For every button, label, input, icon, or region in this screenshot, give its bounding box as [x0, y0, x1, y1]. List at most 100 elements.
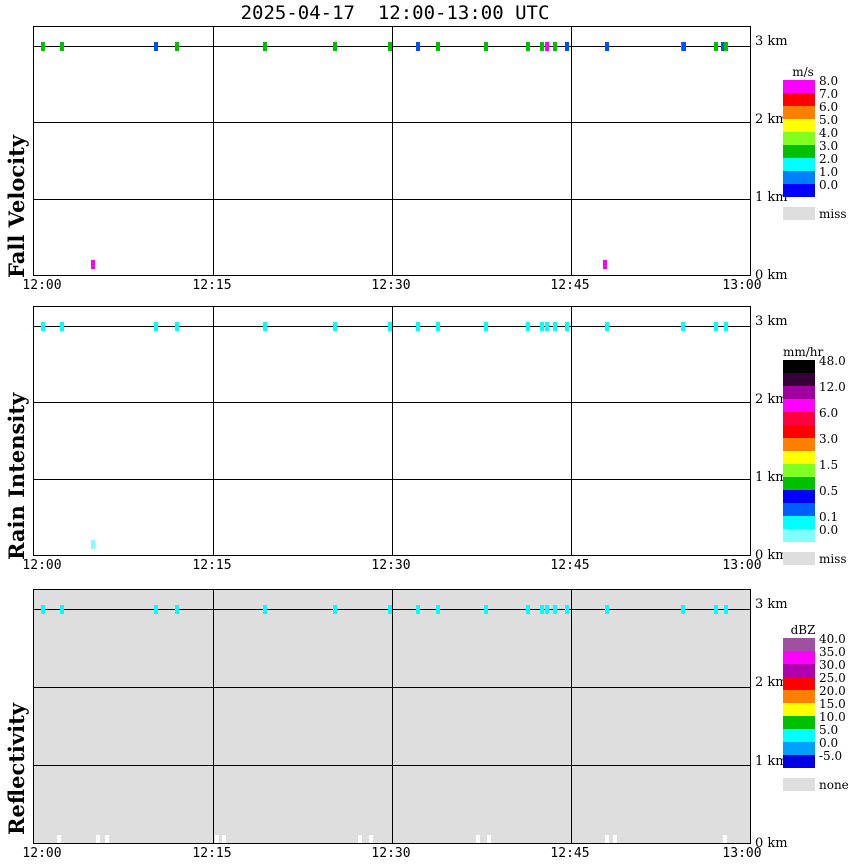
plot-area-reflectivity[interactable]	[33, 589, 751, 844]
panel-label-fall-velocity: Fall Velocity	[4, 134, 29, 278]
colorbar-tick-label: 0.0	[819, 736, 839, 750]
data-mark	[476, 835, 480, 843]
data-mark	[565, 42, 569, 51]
colorbar-cell	[783, 373, 815, 386]
xtick-panel0-0: 12:00	[22, 278, 62, 293]
colorbar-cell	[783, 145, 815, 158]
gridline-vertical	[571, 307, 572, 555]
data-mark	[605, 835, 609, 843]
xtick-panel0-2: 12:30	[371, 278, 411, 293]
data-mark	[526, 42, 530, 51]
data-mark	[723, 835, 727, 843]
data-mark	[540, 42, 544, 51]
data-mark	[565, 605, 569, 614]
data-mark	[714, 322, 718, 331]
colorbar-cell	[783, 729, 815, 742]
colorbar-cell	[783, 742, 815, 755]
data-mark	[91, 260, 95, 269]
data-mark	[222, 835, 226, 843]
data-mark	[545, 42, 549, 51]
ytick-0km-panel2: 0 km	[755, 836, 788, 851]
data-mark	[553, 322, 557, 331]
colorbar-missing-swatch	[783, 552, 815, 565]
gridline-vertical	[213, 590, 214, 843]
colorbar-strip-reflectivity	[783, 638, 815, 768]
data-mark	[526, 322, 530, 331]
gridline-vertical	[571, 27, 572, 275]
data-mark	[416, 42, 420, 51]
colorbar-cell	[783, 516, 815, 529]
data-mark	[682, 42, 686, 51]
colorbar-tick-label: 5.0	[819, 113, 839, 127]
colorbar-cell	[783, 425, 815, 438]
colorbar-cell	[783, 755, 815, 768]
colorbar-tick-label: 3.0	[819, 432, 839, 446]
ytick-1km-panel1: 1 km	[755, 470, 788, 485]
gridline-vertical	[571, 590, 572, 843]
data-mark	[714, 42, 718, 51]
data-mark	[154, 322, 158, 331]
data-mark	[436, 322, 440, 331]
data-mark	[681, 605, 685, 614]
colorbar-cell	[783, 664, 815, 677]
data-mark	[263, 605, 267, 614]
colorbar-missing-label: miss	[819, 552, 847, 566]
xtick-panel1-3: 12:45	[550, 558, 590, 573]
gridline-horizontal	[34, 843, 750, 844]
data-mark	[724, 42, 728, 51]
data-mark	[724, 322, 728, 331]
data-mark	[565, 322, 569, 331]
ytick-3km-panel2: 3 km	[755, 597, 788, 612]
xtick-panel2-0: 12:00	[22, 846, 62, 861]
plot-area-fall-velocity[interactable]	[33, 26, 751, 276]
data-mark	[484, 605, 488, 614]
data-mark	[333, 605, 337, 614]
plot-area-rain-intensity[interactable]	[33, 306, 751, 556]
colorbar-tick-label: 2.0	[819, 152, 839, 166]
colorbar-cell	[783, 677, 815, 690]
gridline-vertical	[392, 590, 393, 843]
data-mark	[388, 605, 392, 614]
data-mark	[388, 322, 392, 331]
data-mark	[60, 322, 64, 331]
colorbar-cell	[783, 490, 815, 503]
gridline-vertical	[213, 307, 214, 555]
colorbar-tick-label: 0.5	[819, 484, 839, 498]
gridline-vertical	[392, 307, 393, 555]
colorbar-missing-swatch	[783, 778, 815, 791]
data-mark	[263, 322, 267, 331]
colorbar-units-rain-intensity: mm/hr	[783, 345, 824, 359]
gridline-vertical	[392, 27, 393, 275]
data-mark	[105, 835, 109, 843]
xtick-panel0-3: 12:45	[550, 278, 590, 293]
data-mark	[333, 322, 337, 331]
gridline-vertical	[213, 27, 214, 275]
ytick-0km-panel0: 0 km	[755, 268, 788, 283]
data-mark	[91, 540, 95, 549]
data-mark	[714, 605, 718, 614]
colorbar-missing-label: none	[819, 778, 849, 792]
colorbar-tick-label: 20.0	[819, 684, 846, 698]
data-mark	[553, 42, 557, 51]
colorbar-cell	[783, 132, 815, 145]
colorbar-tick-label: 8.0	[819, 74, 839, 88]
data-mark	[436, 42, 440, 51]
xtick-panel0-1: 12:15	[192, 278, 232, 293]
data-mark	[154, 605, 158, 614]
colorbar-cell	[783, 529, 815, 542]
colorbar-tick-label: 15.0	[819, 697, 846, 711]
colorbar-tick-label: 25.0	[819, 671, 846, 685]
colorbar-cell	[783, 638, 815, 651]
colorbar-tick-label: 4.0	[819, 126, 839, 140]
xtick-panel2-4: 13:00	[722, 846, 762, 861]
data-mark	[333, 42, 337, 51]
data-mark	[57, 835, 61, 843]
colorbar-units-reflectivity: dBZ	[790, 623, 816, 637]
colorbar-tick-label: 6.0	[819, 406, 839, 420]
data-mark	[484, 42, 488, 51]
data-mark	[96, 835, 100, 843]
data-mark	[721, 42, 725, 51]
colorbar-tick-label: 6.0	[819, 100, 839, 114]
colorbar-tick-label: 7.0	[819, 87, 839, 101]
data-mark	[540, 322, 544, 331]
